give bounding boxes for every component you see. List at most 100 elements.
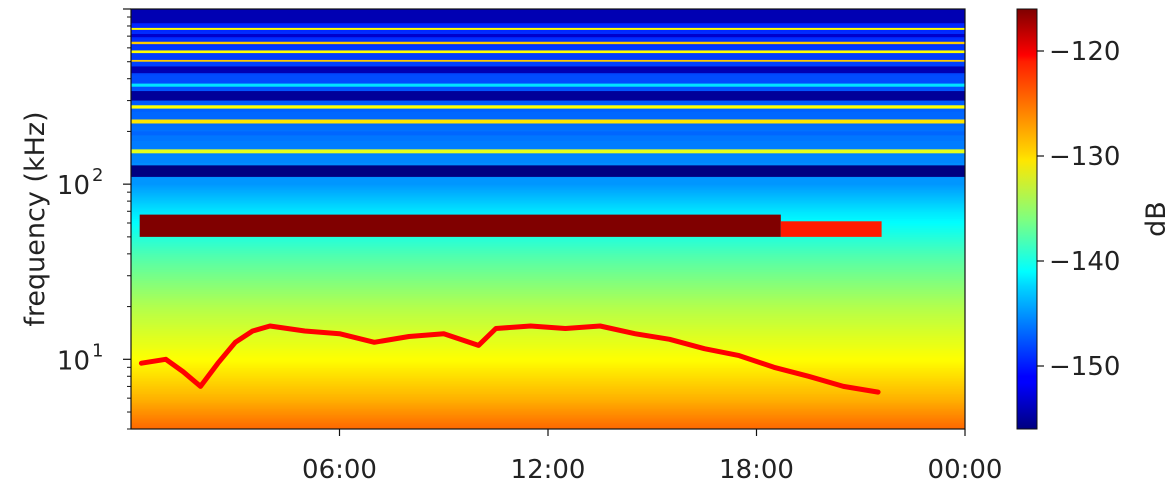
background-cell bbox=[131, 264, 965, 268]
background-cell bbox=[131, 407, 965, 410]
colorbar-tick-label: −130 bbox=[1049, 142, 1120, 172]
background-cell bbox=[131, 295, 965, 299]
background-cell bbox=[131, 201, 965, 203]
background-cell bbox=[131, 193, 965, 195]
spectrogram-plot-area bbox=[130, 8, 966, 430]
background-cell bbox=[131, 199, 965, 202]
background-cell bbox=[131, 184, 965, 186]
background-cell bbox=[131, 422, 965, 425]
background-cell bbox=[131, 205, 965, 208]
background-cell bbox=[131, 140, 965, 149]
background-cell bbox=[131, 332, 965, 336]
background-cell bbox=[131, 375, 965, 378]
background-cell bbox=[131, 362, 965, 365]
spectrogram-interference-band bbox=[139, 214, 882, 237]
background-cell bbox=[131, 321, 965, 325]
background-cell bbox=[131, 236, 965, 239]
background-cell bbox=[131, 273, 965, 277]
background-cell bbox=[131, 328, 965, 332]
background-cell bbox=[131, 125, 965, 134]
background-cell bbox=[131, 237, 965, 241]
y-tick-label: 10 bbox=[57, 346, 90, 376]
background-cell bbox=[131, 417, 965, 420]
background-cell bbox=[131, 197, 965, 200]
background-cell bbox=[131, 74, 965, 83]
background-cell bbox=[131, 408, 965, 411]
y-tick-label: 10 bbox=[57, 171, 90, 201]
background-cell bbox=[131, 364, 965, 367]
horizontal-band bbox=[131, 83, 965, 87]
background-cell bbox=[131, 398, 965, 401]
background-cell bbox=[131, 260, 965, 264]
hiss-trace-line bbox=[138, 323, 881, 395]
background-cell bbox=[131, 299, 965, 303]
background-cell bbox=[131, 202, 965, 204]
y-tick-exponent: 2 bbox=[92, 165, 103, 186]
background-cell bbox=[131, 396, 965, 399]
background-cell bbox=[131, 289, 965, 292]
background-cell bbox=[131, 45, 965, 54]
background-cell bbox=[131, 388, 965, 391]
background-cell bbox=[131, 308, 965, 312]
background-cell bbox=[131, 357, 965, 360]
background-cell bbox=[131, 367, 965, 370]
background-cell bbox=[131, 315, 965, 319]
y-axis-label: frequency (kHz) bbox=[20, 111, 51, 326]
background-cell bbox=[131, 403, 965, 406]
colorbar-gradient bbox=[1017, 9, 1037, 429]
colorbar: −120 −130 −140 −150 dB bbox=[1016, 8, 1172, 430]
horizontal-band bbox=[131, 41, 965, 45]
horizontal-band bbox=[131, 105, 965, 109]
background-cell bbox=[131, 293, 965, 297]
background-cell bbox=[131, 390, 965, 393]
background-cell bbox=[131, 250, 965, 253]
x-tick-label: 06:00 bbox=[302, 455, 377, 485]
background-cell bbox=[131, 400, 965, 403]
background-cell bbox=[131, 427, 965, 429]
background-cell bbox=[131, 378, 965, 381]
horizontal-band bbox=[131, 33, 965, 38]
background-cell bbox=[131, 207, 965, 210]
background-cell bbox=[131, 399, 965, 402]
background-cell bbox=[131, 302, 965, 305]
background-cell bbox=[131, 413, 965, 416]
background-cell bbox=[131, 275, 965, 279]
background-cell bbox=[131, 372, 965, 375]
spectrogram-hiss-trace bbox=[138, 323, 881, 395]
background-cell bbox=[131, 188, 965, 191]
background-cell bbox=[131, 359, 965, 362]
background-cell bbox=[131, 190, 965, 193]
background-cell bbox=[131, 258, 965, 262]
background-cell bbox=[131, 267, 965, 270]
background-cell bbox=[131, 185, 965, 188]
spectrogram-horizontal-bands bbox=[131, 9, 965, 177]
background-cell bbox=[131, 252, 965, 255]
background-cell bbox=[131, 23, 965, 32]
background-cell bbox=[131, 352, 965, 356]
background-cell bbox=[131, 313, 965, 316]
background-cell bbox=[131, 414, 965, 417]
colorbar-tick-label: −120 bbox=[1049, 37, 1120, 67]
background-cell bbox=[131, 373, 965, 377]
background-cell bbox=[131, 420, 965, 422]
colorbar-frame bbox=[1016, 8, 1038, 430]
background-cell bbox=[131, 246, 965, 250]
horizontal-band bbox=[131, 165, 965, 177]
background-cell bbox=[131, 310, 965, 314]
horizontal-band bbox=[131, 59, 965, 62]
background-cell bbox=[131, 206, 965, 209]
x-tick-label: 00:00 bbox=[928, 455, 1003, 485]
x-tick-label: 12:00 bbox=[511, 455, 586, 485]
background-cell bbox=[131, 176, 965, 185]
background-cell bbox=[131, 213, 965, 216]
background-cell bbox=[131, 60, 965, 68]
background-cell bbox=[131, 306, 965, 310]
background-cell bbox=[131, 383, 965, 386]
background-cell bbox=[131, 211, 965, 214]
background-cell bbox=[131, 412, 965, 415]
interference-band-tail bbox=[780, 221, 882, 237]
background-cell bbox=[131, 198, 965, 201]
y-tick-exponent: 1 bbox=[92, 340, 103, 361]
colorbar-tick-label: −140 bbox=[1049, 247, 1120, 277]
